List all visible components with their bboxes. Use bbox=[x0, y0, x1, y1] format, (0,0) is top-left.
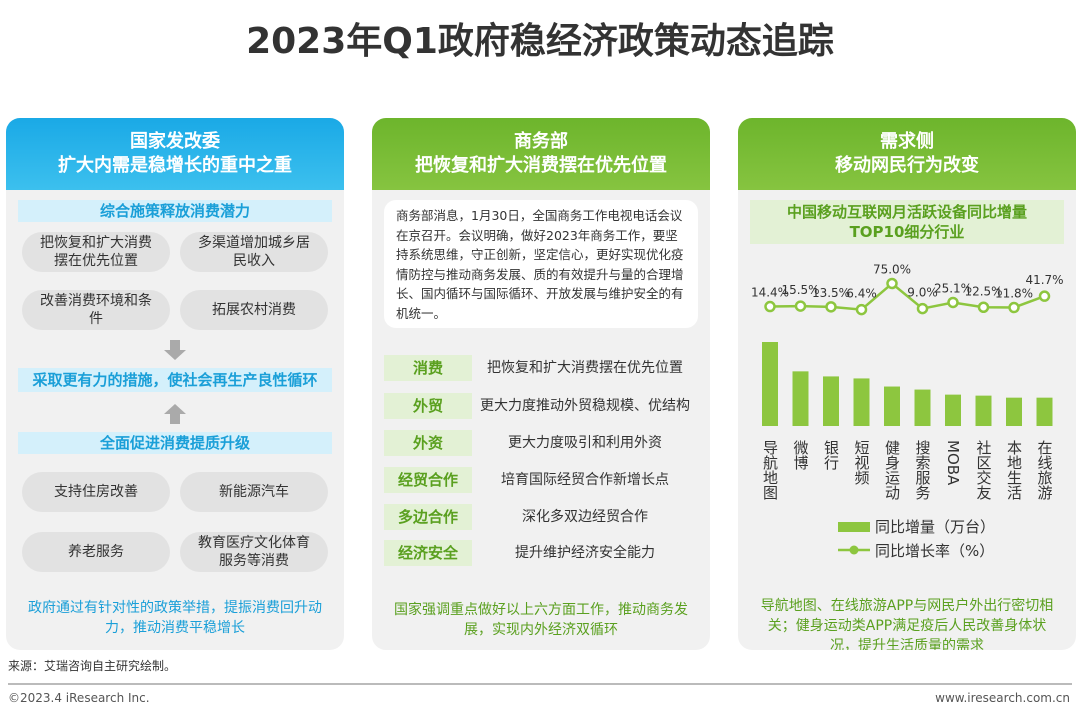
panel-header: 国家发改委扩大内需是稳增长的重中之重 bbox=[6, 118, 344, 190]
pill: 新能源汽车 bbox=[180, 472, 328, 512]
policy-text: 深化多双边经贸合作 bbox=[522, 509, 648, 525]
line-point bbox=[947, 296, 959, 309]
line-point bbox=[794, 300, 807, 312]
data-label: 6.4% bbox=[846, 287, 877, 301]
legend-label: 同比增量（万台） bbox=[875, 518, 995, 536]
bar bbox=[884, 386, 900, 426]
page-title: 2023年Q1政府稳经济政策动态追踪 bbox=[246, 21, 834, 62]
x-tick-label: 社区交友 bbox=[975, 440, 993, 500]
data-label: 15.5% bbox=[781, 283, 819, 297]
data-label: 25.1% bbox=[934, 281, 972, 295]
bar bbox=[1006, 397, 1022, 426]
policy-tag: 经济安全 bbox=[384, 540, 472, 566]
pill: 拓展农村消费 bbox=[180, 290, 328, 330]
data-label: 41.7% bbox=[1025, 273, 1063, 287]
pill: 把恢复和扩大消费摆在优先位置 bbox=[22, 232, 170, 272]
header-line: 国家发改委 bbox=[130, 131, 220, 152]
header-line: 扩大内需是稳增长的重中之重 bbox=[58, 155, 292, 176]
panel-summary: 导航地图、在线旅游APP与网民户外出行密切相关；健身运动类APP满足疫后人民改善… bbox=[760, 598, 1054, 650]
divider bbox=[8, 683, 1072, 685]
bar bbox=[945, 394, 961, 426]
x-tick-label: 搜索服务 bbox=[914, 440, 932, 501]
bar bbox=[914, 389, 931, 426]
policy-tag: 经贸合作 bbox=[384, 467, 472, 493]
bar bbox=[762, 342, 778, 426]
panel-summary: 国家强调重点做好以上六方面工作，推动商务发展，实现内外经济双循环 bbox=[394, 602, 688, 638]
x-tick-label: 微博 bbox=[792, 440, 810, 470]
line-point bbox=[916, 302, 929, 315]
legend-swatch bbox=[838, 522, 870, 532]
bar bbox=[792, 371, 809, 426]
pill: 支持住房改善 bbox=[22, 472, 170, 512]
x-tick-label: 短视频 bbox=[853, 440, 871, 485]
header-line: 把恢复和扩大消费摆在优先位置 bbox=[415, 155, 667, 176]
x-tick-label: 健身运动 bbox=[883, 440, 901, 501]
demand-panel: 需求侧移动网民行为改变 中国移动互联网月活跃设备同比增量TOP10细分行业 14… bbox=[738, 118, 1076, 650]
section-bar: 综合施策释放消费潜力 bbox=[18, 200, 332, 222]
line-point bbox=[977, 301, 990, 313]
data-label: 11.8% bbox=[995, 287, 1033, 301]
x-tick-label: 银行 bbox=[822, 440, 840, 471]
legend-swatch bbox=[849, 545, 859, 555]
line-point bbox=[825, 301, 837, 313]
policy-tag: 消费 bbox=[384, 355, 472, 381]
arrow-up bbox=[164, 404, 186, 424]
notice: 商务部消息，1月30日，全国商务工作电视电话会议在京召开。会议明确，做好2023… bbox=[384, 200, 698, 328]
policy-tag: 外贸 bbox=[384, 393, 472, 419]
copyright: ©2023.4 iResearch Inc. bbox=[8, 691, 150, 705]
policy-text: 把恢复和扩大消费摆在优先位置 bbox=[487, 360, 683, 376]
line bbox=[769, 281, 1045, 311]
section-bar: 全面促进消费提质升级 bbox=[18, 432, 332, 454]
bar bbox=[823, 376, 839, 426]
pill: 养老服务 bbox=[22, 532, 170, 572]
pill: 教育医疗文化体育服务等消费 bbox=[180, 532, 328, 572]
pill: 改善消费环境和条件 bbox=[22, 290, 170, 330]
bar bbox=[853, 378, 870, 426]
policy-tag: 多边合作 bbox=[384, 504, 472, 530]
header-line: 商务部 bbox=[514, 131, 568, 152]
website: www.iresearch.com.cn bbox=[935, 691, 1070, 705]
chart: 14.4%15.5%13.5%6.4% 75.0% 9.0%25.1%12.5%11… bbox=[751, 263, 1064, 561]
line-point bbox=[886, 277, 898, 290]
section-bar: 采取更有力的措施，使社会再生产良性循环 bbox=[18, 368, 332, 392]
data-label: 75.0% bbox=[873, 263, 911, 277]
data-label: 13.5% bbox=[812, 286, 850, 300]
line-point bbox=[1038, 290, 1051, 302]
pill: 多渠道增加城乡居民收入 bbox=[180, 232, 328, 272]
line-point bbox=[1008, 301, 1020, 314]
panel-header: 需求侧移动网民行为改变 bbox=[738, 118, 1076, 190]
panel-summary: 政府通过有针对性的政策举措，提振消费回升动力，推动消费平稳增长 bbox=[28, 600, 322, 636]
header-line: 需求侧 bbox=[880, 131, 934, 152]
source: 来源：艾瑞咨询自主研究绘制。 bbox=[8, 659, 177, 673]
chart-title: 中国移动互联网月活跃设备同比增量TOP10细分行业 bbox=[750, 200, 1064, 244]
bar bbox=[975, 395, 992, 426]
data-label: 14.4% bbox=[751, 286, 789, 300]
legend-label: 同比增长率（%） bbox=[875, 542, 994, 560]
x-tick-label: MOBA bbox=[944, 440, 962, 486]
arrow-down bbox=[164, 340, 186, 360]
line-point bbox=[855, 303, 868, 316]
panel-header: 商务部把恢复和扩大消费摆在优先位置 bbox=[372, 118, 710, 190]
ndrc-panel: 国家发改委扩大内需是稳增长的重中之重 综合施策释放消费潜力 把恢复和扩大消费摆在… bbox=[6, 118, 344, 650]
policy-text: 更大力度吸引和利用外资 bbox=[508, 435, 662, 451]
bar bbox=[1036, 397, 1053, 426]
policy-tag: 外资 bbox=[384, 430, 472, 456]
policy-text: 培育国际经贸合作新增长点 bbox=[501, 472, 669, 488]
mofcom-panel: 商务部把恢复和扩大消费摆在优先位置 商务部消息，1月30日，全国商务工作电视电话… bbox=[372, 118, 710, 650]
data-label: 12.5% bbox=[964, 284, 1002, 298]
line-point bbox=[764, 300, 776, 313]
policy-text: 提升维护经济安全能力 bbox=[515, 545, 655, 561]
x-tick-label: 本地生活 bbox=[1005, 440, 1023, 500]
policy-text: 更大力度推动外贸稳规模、优结构 bbox=[480, 398, 690, 414]
header-line: 移动网民行为改变 bbox=[835, 155, 979, 176]
x-tick-label: 导航地图 bbox=[761, 440, 779, 500]
data-label: 9.0% bbox=[907, 286, 938, 300]
x-tick-label: 在线旅游 bbox=[1036, 440, 1054, 501]
